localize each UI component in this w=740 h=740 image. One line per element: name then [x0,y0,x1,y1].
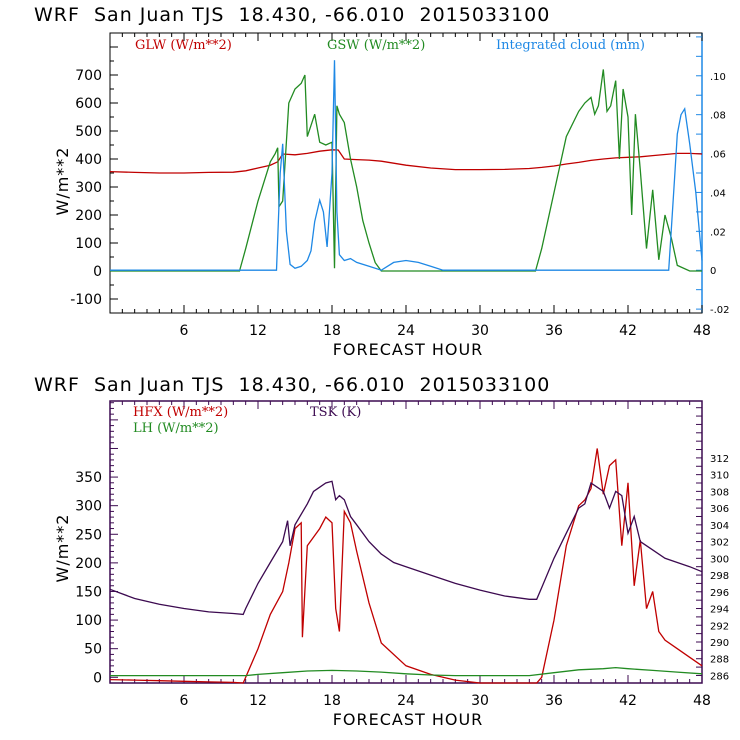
x-tick-label: 24 [397,693,415,709]
panel1-xlabel: FORECAST HOUR [333,340,484,359]
y2-tick-label: 300 [710,554,729,565]
panel2-xlabel: FORECAST HOUR [333,710,484,729]
y2-tick-label: .04 [710,188,726,199]
legend-glw: GLW (W/m**2) [135,38,232,53]
x-tick-label: 6 [180,693,189,709]
y2-tick-label: 294 [710,605,729,616]
y2-tick-label: 0 [710,266,716,277]
y-tick-label: 200 [75,208,102,224]
y2-tick-label: 310 [710,471,729,482]
y2-tick-label: 306 [710,504,729,515]
series-line-integrated [110,60,703,271]
y-tick-label: 300 [75,499,102,515]
legend-cloud: Integrated cloud (mm) [496,38,645,53]
x-tick-label: 36 [545,323,563,339]
y-tick-label: 600 [75,96,102,112]
y-tick-label: 400 [75,152,102,168]
x-tick-label: 18 [323,693,341,709]
panel2-title: WRF San Juan TJS 18.430, -66.010 2015033… [34,374,550,396]
x-tick-label: 30 [471,323,489,339]
x-tick-label: 30 [471,693,489,709]
x-tick-label: 42 [619,693,637,709]
y2-tick-label: 288 [710,655,729,666]
series-line-hfx [109,448,703,684]
x-tick-label: 36 [545,693,563,709]
legend-hfx: HFX (W/m**2) [133,405,228,420]
x-tick-label: 48 [693,693,711,709]
y-tick-label: 200 [75,556,102,572]
y2-tick-label: 308 [710,487,729,498]
y2-tick-label: 304 [710,521,729,532]
panel1-title: WRF San Juan TJS 18.430, -66.010 2015033… [34,4,550,26]
x-tick-label: 48 [693,323,711,339]
x-tick-label: 42 [619,323,637,339]
x-tick-label: 6 [180,323,189,339]
y2-tick-label: .10 [710,72,726,83]
legend-gsw: GSW (W/m**2) [327,38,425,53]
y2-tick-label: 312 [710,454,729,465]
legend-tsk: TSK (K) [310,405,361,420]
y2-tick-label: 290 [710,638,729,649]
panel-radiation: WRF San Juan TJS 18.430, -66.010 2015033… [34,4,730,359]
x-tick-label: 18 [323,323,341,339]
y-tick-label: 100 [75,236,102,252]
y2-tick-label: 292 [710,621,729,632]
y2-tick-label: 296 [710,588,729,599]
x-tick-label: 24 [397,323,415,339]
panel1-ylabel: W/m**2 [53,147,72,216]
y2-tick-label: .08 [710,111,726,122]
series-line-tsk [109,480,703,616]
y-tick-label: 100 [75,613,102,629]
panel-surface-flux: WRF San Juan TJS 18.430, -66.010 2015033… [34,374,729,729]
series-line-gsw [110,69,702,272]
x-tick-label: 12 [249,693,267,709]
series-line-glw [109,149,703,174]
y-tick-label: -100 [70,292,102,308]
y-tick-label: 0 [93,264,102,280]
y-tick-label: 250 [75,527,102,543]
y-tick-label: 150 [75,584,102,600]
legend-lh: LH (W/m**2) [133,421,219,436]
y2-tick-label: 302 [710,538,729,549]
y-tick-label: 500 [75,124,102,140]
y2-tick-label: .02 [710,227,726,238]
y2-tick-label: .06 [710,150,726,161]
x-tick-label: 12 [249,323,267,339]
y-tick-label: 50 [84,642,102,658]
series-line-lh [110,666,703,677]
y-tick-label: 300 [75,180,102,196]
y2-tick-label: -.02 [710,305,730,316]
panel2-ylabel: W/m**2 [53,514,72,583]
y-tick-label: 0 [93,670,102,686]
y2-tick-label: 298 [710,571,729,582]
y2-tick-label: 286 [710,671,729,682]
y-tick-label: 350 [75,470,102,486]
y-tick-label: 700 [75,68,102,84]
panel2-frame [109,400,703,684]
